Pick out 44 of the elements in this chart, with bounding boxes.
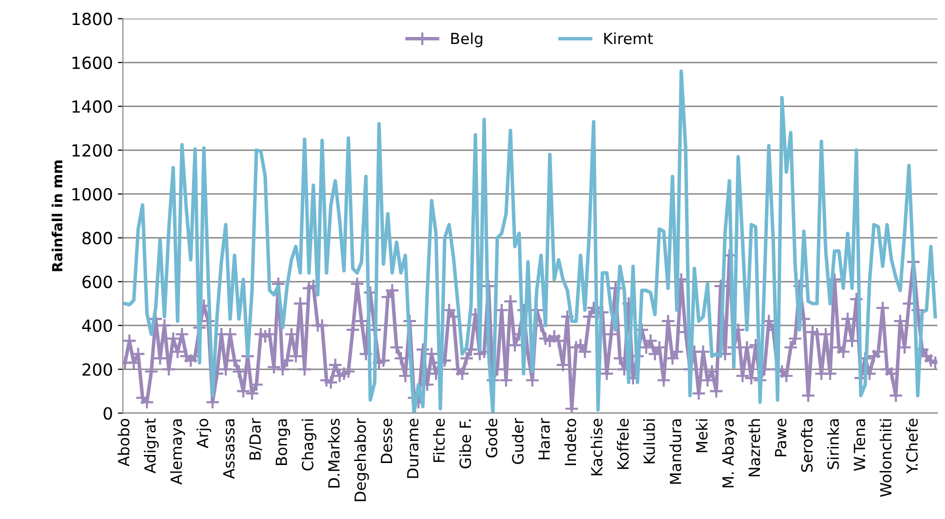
x-tick-label: Pawe xyxy=(775,418,786,456)
y-tick-label: 1800 xyxy=(72,12,112,26)
y-tick-label: 1600 xyxy=(72,56,112,70)
x-tick-label: Kulubi xyxy=(643,419,656,464)
y-tick-label: 800 xyxy=(82,232,112,244)
x-tick-label: Arjo xyxy=(196,418,212,448)
x-tick-label: Guder xyxy=(512,418,524,464)
x-tick-label: Fitche xyxy=(432,418,445,462)
x-tick-label: Sirinka xyxy=(827,419,839,470)
legend-label: Belg xyxy=(451,32,482,48)
x-tick-label: Harar xyxy=(538,418,550,460)
y-tick-label: 1000 xyxy=(72,188,112,201)
y-tick-label: 600 xyxy=(82,276,112,288)
x-tick-label: Serofta xyxy=(800,419,813,472)
y-tick-label: 1400 xyxy=(72,100,112,113)
legend-label: Kiremt xyxy=(604,32,653,44)
x-tick-label: Koffele xyxy=(616,418,629,469)
y-tick-label: 1200 xyxy=(72,144,112,157)
x-tick-label: Chagni xyxy=(302,419,316,470)
x-tick-label: Adigrat xyxy=(144,418,159,474)
x-tick-label: Desse xyxy=(380,418,392,463)
x-tick-label: Durame xyxy=(407,418,419,478)
x-tick-label: Kachise xyxy=(590,418,602,476)
x-tick-label: Assassa xyxy=(223,419,235,479)
y-tick-label: 0 xyxy=(104,407,112,420)
y-axis-title: Rainfall in mm xyxy=(52,160,62,272)
x-tick-label: D.Markos xyxy=(328,418,340,488)
x-tick-label: Nazreth xyxy=(748,419,760,476)
x-tick-label: Bonga xyxy=(276,419,290,466)
x-tick-label: Gibe F. xyxy=(459,420,472,468)
x-tick-label: Mandura xyxy=(669,419,682,484)
x-tick-label: B/Dar xyxy=(250,418,262,460)
x-tick-label: M. Abaya xyxy=(722,419,737,488)
x-tick-label: Meki xyxy=(696,419,708,452)
x-tick-label: Gode xyxy=(486,418,498,458)
x-tick-label: Y.Chefe xyxy=(906,418,918,474)
x-tick-label: W.Tena xyxy=(854,419,866,471)
y-tick-label: 200 xyxy=(82,363,112,376)
x-tick-label: Alemaya xyxy=(170,419,185,485)
x-tick-label: Indeto xyxy=(564,418,576,466)
y-tick-label: 400 xyxy=(82,319,112,332)
x-tick-label: Degehabor xyxy=(354,418,369,502)
x-tick-label: Abobo xyxy=(118,418,130,466)
x-tick-label: Wolonchiti xyxy=(880,419,892,497)
